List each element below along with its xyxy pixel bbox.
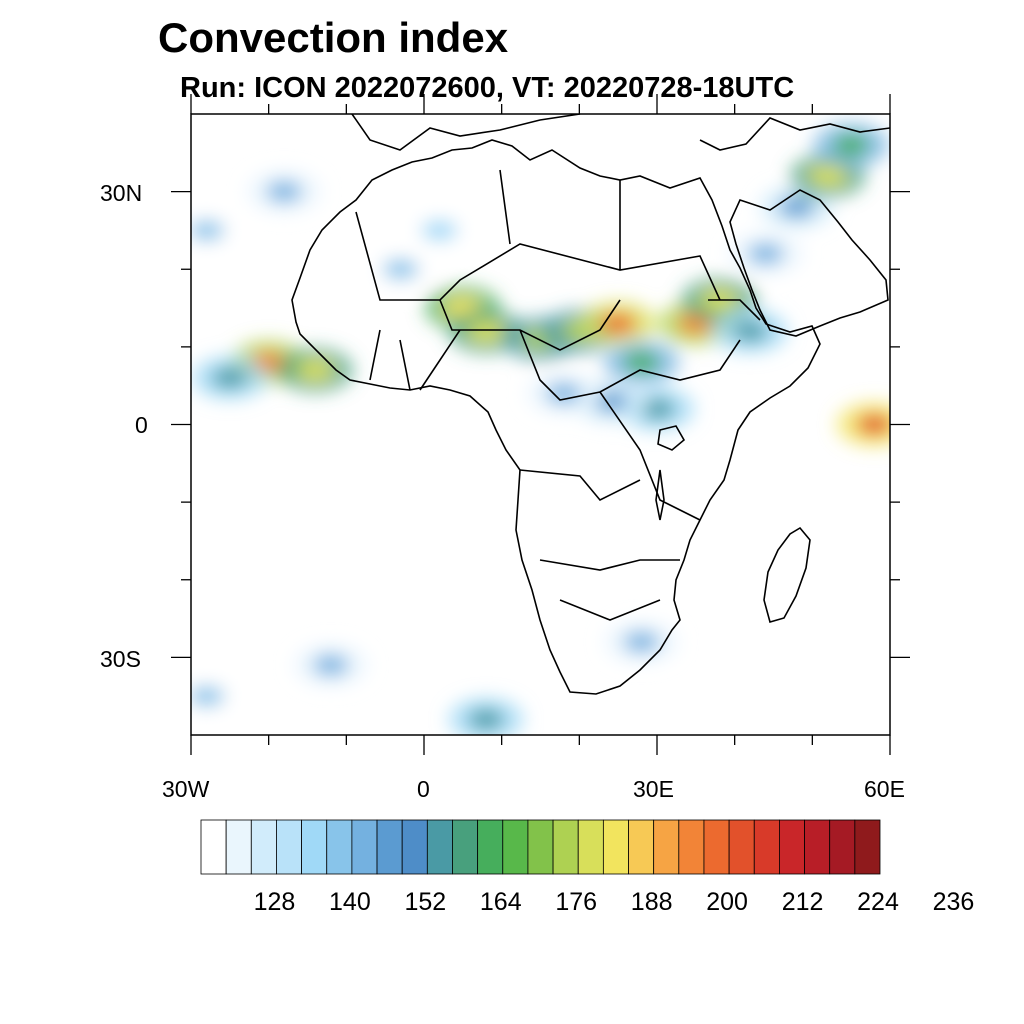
- colorbar-swatch: [602, 819, 629, 875]
- colorbar-swatch: [753, 819, 780, 875]
- convection-cell-core: [211, 367, 248, 388]
- colorbar-swatch: [577, 819, 604, 875]
- levant-coastline: [699, 117, 890, 151]
- colorbar-swatch: [225, 819, 252, 875]
- colorbar-swatch: [351, 819, 378, 875]
- convection-cell-core: [191, 686, 225, 707]
- colorbar-swatch: [426, 819, 453, 875]
- colorbar-swatch: [779, 819, 805, 875]
- colorbar-label: 212: [781, 888, 824, 916]
- colorbar-label: 236: [932, 888, 975, 916]
- colorbar-swatch: [527, 819, 554, 875]
- colorbar-swatch: [703, 819, 730, 875]
- colorbar-label: 152: [404, 888, 447, 916]
- colorbar-label: 188: [630, 888, 673, 916]
- colorbar-label: 140: [329, 888, 371, 916]
- convection-cell-core: [623, 352, 660, 373]
- colorbar-label: 200: [706, 888, 748, 916]
- colorbar-swatch: [854, 819, 881, 875]
- convection-cell-core: [545, 383, 582, 404]
- country-borders: [355, 169, 761, 621]
- colorbar-swatch: [653, 819, 680, 875]
- colorbar-swatch: [326, 819, 353, 875]
- lake-victoria: [657, 425, 686, 451]
- colorbar-swatch: [552, 819, 579, 875]
- convection-cell-core: [778, 197, 815, 218]
- convection-cell-core: [747, 243, 784, 264]
- lake-tanganyika: [655, 469, 665, 521]
- convection-cell-core: [856, 414, 890, 435]
- coastlines: [291, 114, 890, 695]
- colorbar-label: 224: [857, 888, 899, 916]
- convection-cell-core: [732, 321, 769, 342]
- map-subtitle: Run: ICON 2022072600, VT: 20220728-18UTC: [180, 72, 795, 104]
- lat-label-30n: 30N: [100, 180, 143, 206]
- convection-cell-core: [468, 321, 505, 342]
- colorbar-swatch: [200, 819, 227, 875]
- colorbar-label: 164: [479, 888, 522, 916]
- lon-label-30e: 30E: [633, 776, 674, 802]
- colorbar-swatch: [376, 819, 403, 875]
- axis-ticks: [171, 94, 910, 755]
- madagascar-coastline: [763, 526, 811, 623]
- colorbar-label: 128: [253, 888, 296, 916]
- colorbar-swatch: [301, 819, 328, 875]
- europe-coastline: [351, 114, 581, 151]
- colorbar-swatch: [678, 819, 705, 875]
- convection-field: [191, 123, 890, 735]
- convection-cell-core: [623, 631, 660, 652]
- convection-cell-core: [312, 655, 349, 676]
- convection-cell-core: [809, 166, 846, 187]
- convection-cell-core: [468, 709, 505, 730]
- convection-cell-core: [382, 259, 419, 280]
- convection-cell-core: [191, 220, 225, 241]
- convection-cell-core: [833, 135, 870, 156]
- colorbar-swatch: [276, 819, 302, 875]
- colorbar-swatch: [628, 819, 655, 875]
- colorbar-swatch: [502, 819, 529, 875]
- colorbar-swatch: [452, 819, 479, 875]
- lat-label-30s: 30S: [100, 646, 141, 672]
- colorbar-swatch: [250, 819, 277, 875]
- convection-cell-core: [297, 360, 334, 381]
- lat-label-0: 0: [135, 412, 148, 438]
- lon-label-30w: 30W: [162, 776, 210, 802]
- africa-coastline: [291, 139, 821, 695]
- colorbar-swatch: [477, 819, 504, 875]
- colorbar-swatch: [728, 819, 755, 875]
- lon-label-60e: 60E: [864, 776, 905, 802]
- colorbar-label: 176: [555, 888, 598, 916]
- lon-label-0: 0: [417, 776, 430, 802]
- convection-cell-core: [600, 313, 637, 334]
- arabia-coastline: [729, 189, 889, 337]
- colorbar-swatch: [401, 819, 428, 875]
- map-title: Convection index: [158, 14, 509, 61]
- colorbar: [200, 819, 881, 875]
- convection-cell-core: [421, 220, 458, 241]
- convection-cell-core: [266, 181, 303, 202]
- colorbar-swatch: [804, 819, 831, 875]
- colorbar-swatch: [829, 819, 856, 875]
